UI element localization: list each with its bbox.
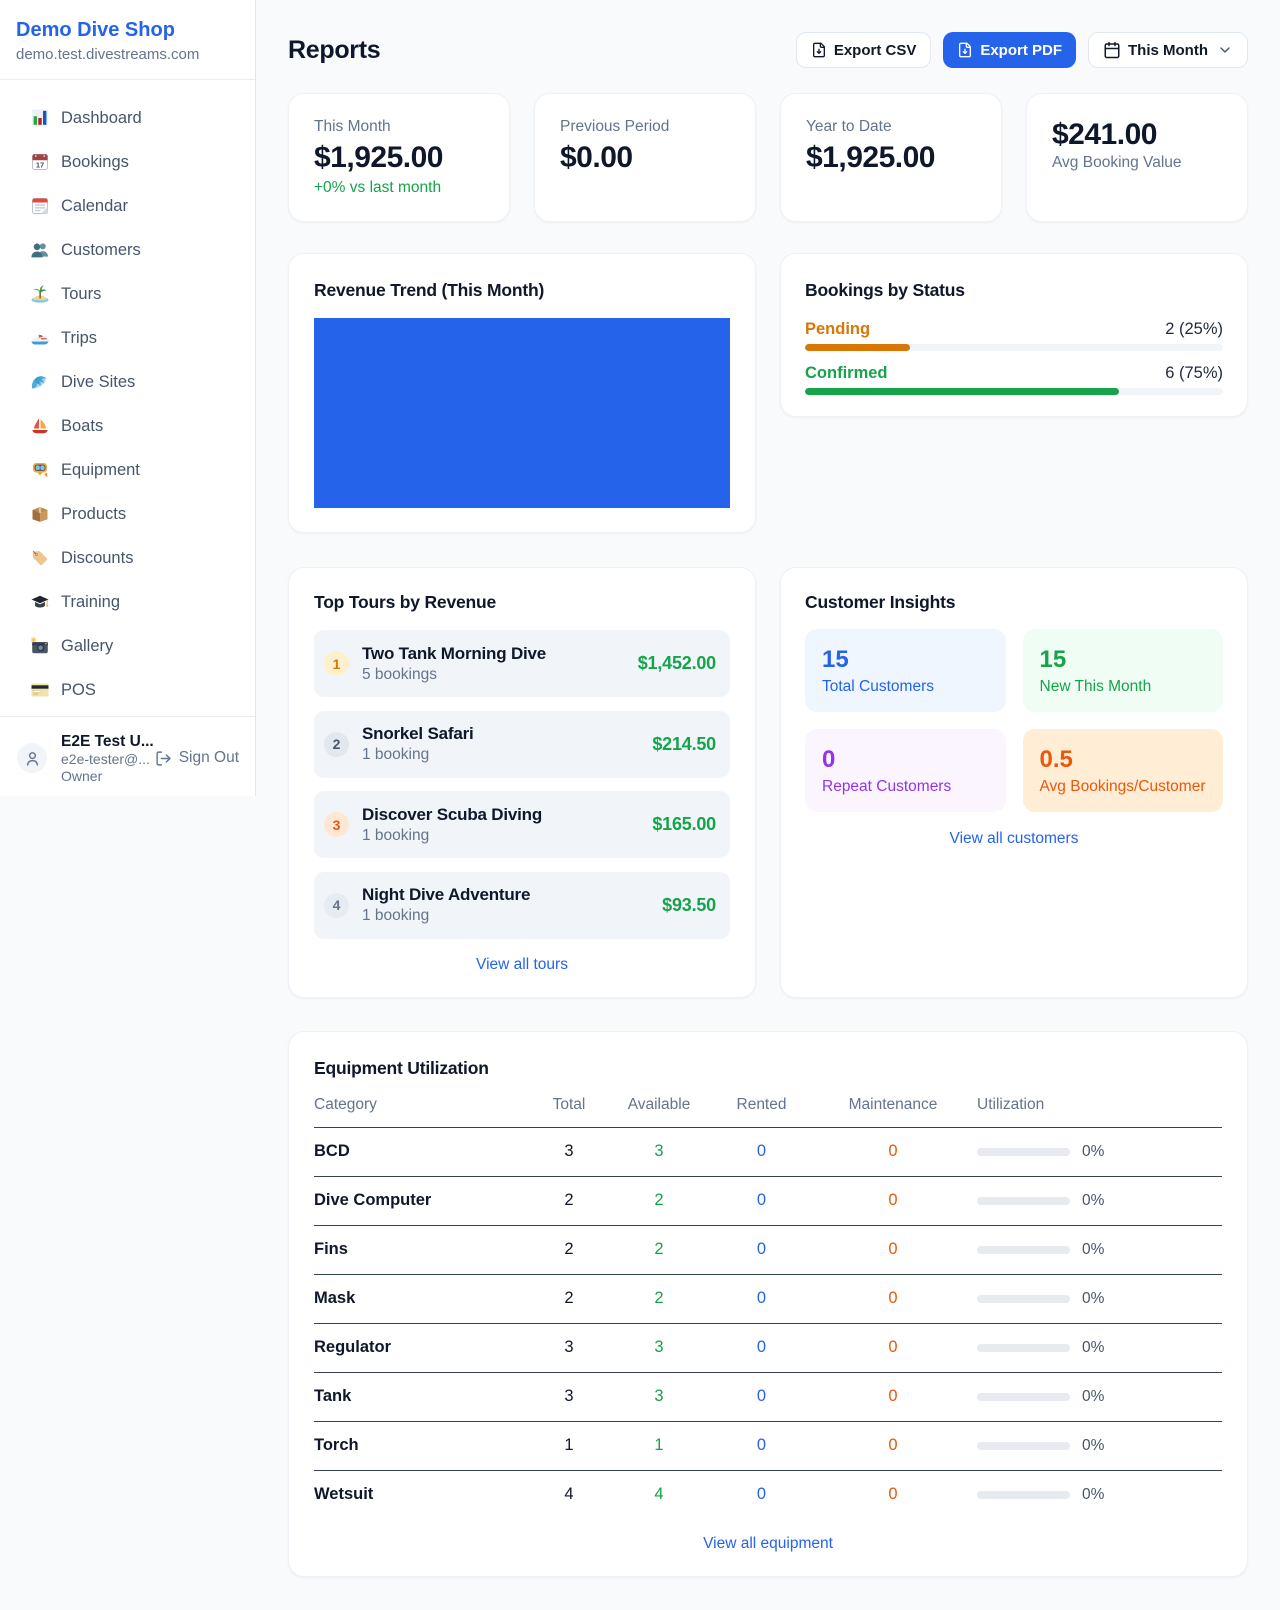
svg-text:17: 17 <box>36 161 44 170</box>
